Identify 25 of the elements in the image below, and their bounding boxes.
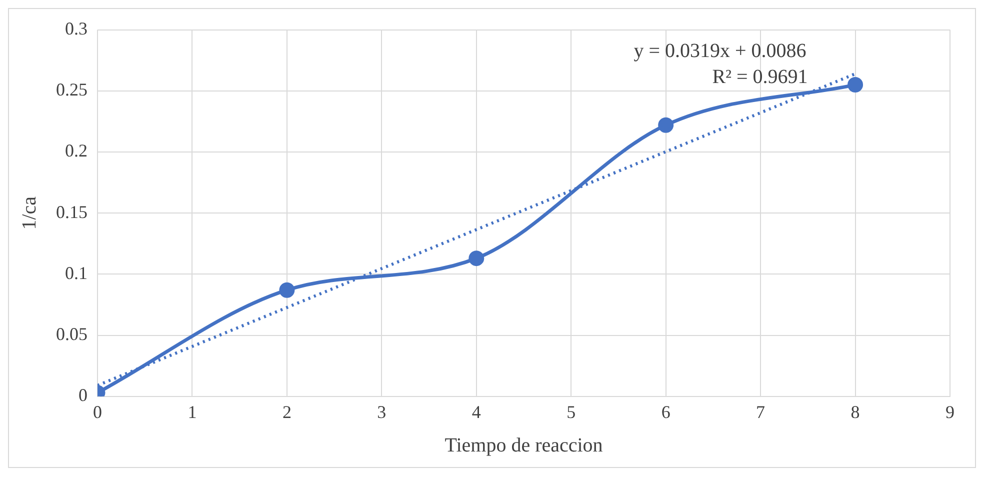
x-tick-label: 1 (188, 402, 197, 422)
point (658, 117, 674, 133)
annotation: y = 0.0319x + 0.0086 (634, 40, 806, 62)
point (848, 77, 864, 93)
point (468, 250, 484, 266)
y-tick-label: 0.3 (65, 18, 88, 39)
y-tick-label: 0.2 (65, 140, 88, 161)
annotation: R² = 0.9691 (712, 66, 808, 88)
x-tick-label: 7 (756, 402, 766, 422)
y-tick-label: 0.05 (56, 324, 88, 344)
y-tick-label: 0.15 (56, 202, 88, 222)
x-tick-label: 0 (93, 402, 102, 422)
x-tick-label: 3 (377, 402, 386, 422)
y-tick-label: 0.25 (56, 80, 88, 100)
y-tick-label: 0 (78, 385, 88, 406)
point (279, 282, 295, 298)
x-tick-label: 9 (946, 402, 954, 422)
x-tick-label: 2 (282, 402, 292, 422)
y-axis-title: 1/ca (18, 196, 40, 230)
x-tick-label: 8 (850, 402, 860, 422)
x-axis-title: Tiempo de reaccion (444, 434, 603, 456)
y-tick-label: 0.1 (65, 262, 88, 283)
x-tick-label: 6 (661, 402, 670, 422)
x-tick-label: 4 (472, 402, 481, 422)
x-tick-label: 5 (566, 402, 576, 422)
